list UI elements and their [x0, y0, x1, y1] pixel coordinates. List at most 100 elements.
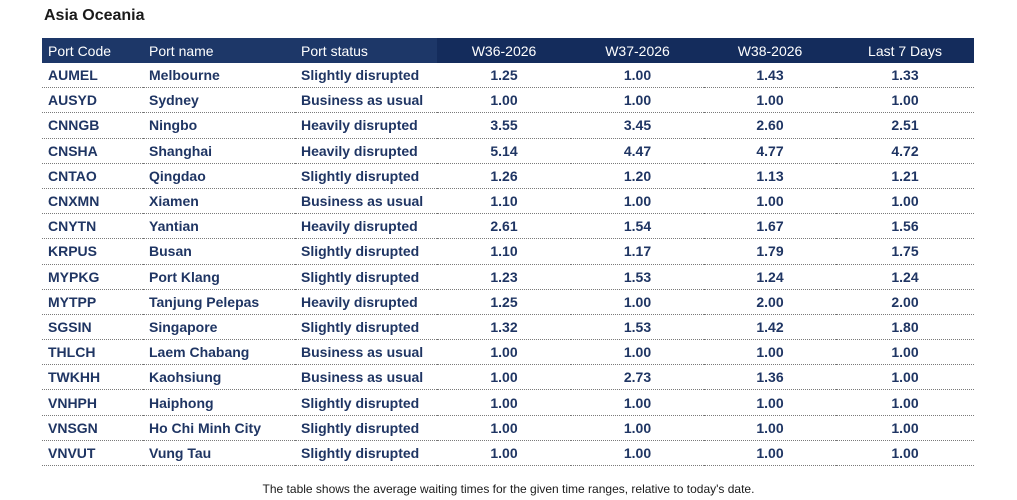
- port-code-cell: VNHPH: [42, 389, 143, 416]
- last-7-days-value-cell: 1.75: [836, 238, 974, 265]
- port-status-cell: Business as usual: [295, 87, 437, 114]
- last-7-days-value-cell: 4.72: [836, 138, 974, 164]
- port-code-cell: CNXMN: [42, 188, 143, 215]
- w37-value-cell: 2.73: [571, 364, 704, 391]
- w38-value-cell: 1.67: [704, 213, 836, 240]
- w36-value-cell: 1.10: [437, 188, 571, 215]
- column-header-w36[interactable]: W36-2026: [437, 38, 571, 63]
- port-name-cell: Yantian: [143, 213, 295, 240]
- port-name-cell: Ningbo: [143, 112, 295, 139]
- port-name-cell: Haiphong: [143, 389, 295, 416]
- w36-value-cell: 2.61: [437, 213, 571, 240]
- w38-value-cell: 1.00: [704, 339, 836, 366]
- port-status-cell: Slightly disrupted: [295, 163, 437, 189]
- w36-value-cell: 1.26: [437, 163, 571, 189]
- port-name-cell: Busan: [143, 238, 295, 265]
- port-code-cell: MYPKG: [42, 264, 143, 290]
- port-status-cell: Business as usual: [295, 364, 437, 391]
- port-name-cell: Laem Chabang: [143, 339, 295, 366]
- port-name-cell: Vung Tau: [143, 440, 295, 467]
- last-7-days-value-cell: 1.21: [836, 163, 974, 189]
- w38-value-cell: 1.79: [704, 238, 836, 265]
- last-7-days-value-cell: 1.00: [836, 389, 974, 416]
- w37-value-cell: 1.00: [571, 289, 704, 315]
- w36-value-cell: 1.25: [437, 289, 571, 315]
- w38-value-cell: 1.42: [704, 314, 836, 341]
- last-7-days-value-cell: 1.24: [836, 264, 974, 290]
- port-code-cell: KRPUS: [42, 238, 143, 265]
- column-header-port-code[interactable]: Port Code: [42, 38, 143, 63]
- table-header-row: Port Code Port name Port status W36-2026…: [42, 38, 974, 63]
- last-7-days-value-cell: 1.56: [836, 213, 974, 240]
- table-row: CNNGB Ningbo Heavily disrupted 3.55 3.45 2.60…: [42, 112, 974, 139]
- w36-value-cell: 1.00: [437, 339, 571, 366]
- table-row: SGSIN Singapore Slightly disrupted 1.32 1.53…: [42, 314, 974, 341]
- port-code-cell: THLCH: [42, 339, 143, 366]
- column-header-port-status[interactable]: Port status: [295, 38, 437, 63]
- port-name-cell: Kaohsiung: [143, 364, 295, 391]
- w36-value-cell: 1.32: [437, 314, 571, 341]
- last-7-days-value-cell: 1.00: [836, 87, 974, 114]
- w37-value-cell: 1.54: [571, 213, 704, 240]
- port-name-cell: Xiamen: [143, 188, 295, 215]
- port-code-cell: VNVUT: [42, 440, 143, 467]
- port-status-cell: Heavily disrupted: [295, 112, 437, 139]
- column-header-last-7-days[interactable]: Last 7 Days: [836, 38, 974, 63]
- last-7-days-value-cell: 2.51: [836, 112, 974, 139]
- w38-value-cell: 2.00: [704, 289, 836, 315]
- port-code-cell: CNSHA: [42, 138, 143, 164]
- w37-value-cell: 1.53: [571, 264, 704, 290]
- port-code-cell: AUSYD: [42, 87, 143, 114]
- port-status-cell: Slightly disrupted: [295, 440, 437, 467]
- w36-value-cell: 5.14: [437, 138, 571, 164]
- column-header-port-name[interactable]: Port name: [143, 38, 295, 63]
- port-status-cell: Slightly disrupted: [295, 415, 437, 441]
- port-name-cell: Melbourne: [143, 63, 295, 89]
- port-status-cell: Slightly disrupted: [295, 264, 437, 290]
- port-name-cell: Shanghai: [143, 138, 295, 164]
- port-name-cell: Ho Chi Minh City: [143, 415, 295, 441]
- port-name-cell: Sydney: [143, 87, 295, 114]
- w37-value-cell: 1.00: [571, 188, 704, 215]
- port-name-cell: Singapore: [143, 314, 295, 341]
- w38-value-cell: 1.43: [704, 63, 836, 89]
- w37-value-cell: 4.47: [571, 138, 704, 164]
- w38-value-cell: 1.36: [704, 364, 836, 391]
- port-status-cell: Business as usual: [295, 188, 437, 215]
- w37-value-cell: 1.00: [571, 440, 704, 467]
- w36-value-cell: 1.00: [437, 440, 571, 467]
- w38-value-cell: 1.00: [704, 440, 836, 467]
- w38-value-cell: 1.24: [704, 264, 836, 290]
- w36-value-cell: 3.55: [437, 112, 571, 139]
- port-status-cell: Heavily disrupted: [295, 289, 437, 315]
- port-code-cell: TWKHH: [42, 364, 143, 391]
- w36-value-cell: 1.10: [437, 238, 571, 265]
- port-code-cell: MYTPP: [42, 289, 143, 315]
- last-7-days-value-cell: 1.00: [836, 188, 974, 215]
- w36-value-cell: 1.25: [437, 63, 571, 89]
- table-row: VNSGN Ho Chi Minh City Slightly disrupted 1…: [42, 415, 974, 441]
- w37-value-cell: 1.17: [571, 238, 704, 265]
- last-7-days-value-cell: 1.33: [836, 63, 974, 89]
- column-header-w37[interactable]: W37-2026: [571, 38, 704, 63]
- w38-value-cell: 1.00: [704, 415, 836, 441]
- w36-value-cell: 1.00: [437, 389, 571, 416]
- table-row: CNXMN Xiamen Business as usual 1.10 1.00 1.00…: [42, 188, 974, 215]
- port-status-cell: Heavily disrupted: [295, 138, 437, 164]
- table-body: AUMEL Melbourne Slightly disrupted 1.25 1.00…: [42, 63, 974, 467]
- w38-value-cell: 1.00: [704, 389, 836, 416]
- table-row: AUSYD Sydney Business as usual 1.00 1.00 1.00…: [42, 87, 974, 114]
- table-row: AUMEL Melbourne Slightly disrupted 1.25 1.00…: [42, 63, 974, 89]
- table-row: VNHPH Haiphong Slightly disrupted 1.00 1.00 1…: [42, 389, 974, 416]
- port-name-cell: Tanjung Pelepas: [143, 289, 295, 315]
- w36-value-cell: 1.23: [437, 264, 571, 290]
- table-row: VNVUT Vung Tau Slightly disrupted 1.00 1.00 1…: [42, 440, 974, 467]
- column-header-w38[interactable]: W38-2026: [704, 38, 836, 63]
- last-7-days-value-cell: 2.00: [836, 289, 974, 315]
- port-status-cell: Slightly disrupted: [295, 63, 437, 89]
- port-code-cell: AUMEL: [42, 63, 143, 89]
- last-7-days-value-cell: 1.00: [836, 339, 974, 366]
- w38-value-cell: 4.77: [704, 138, 836, 164]
- table-row: THLCH Laem Chabang Business as usual 1.00 1.…: [42, 339, 974, 366]
- last-7-days-value-cell: 1.80: [836, 314, 974, 341]
